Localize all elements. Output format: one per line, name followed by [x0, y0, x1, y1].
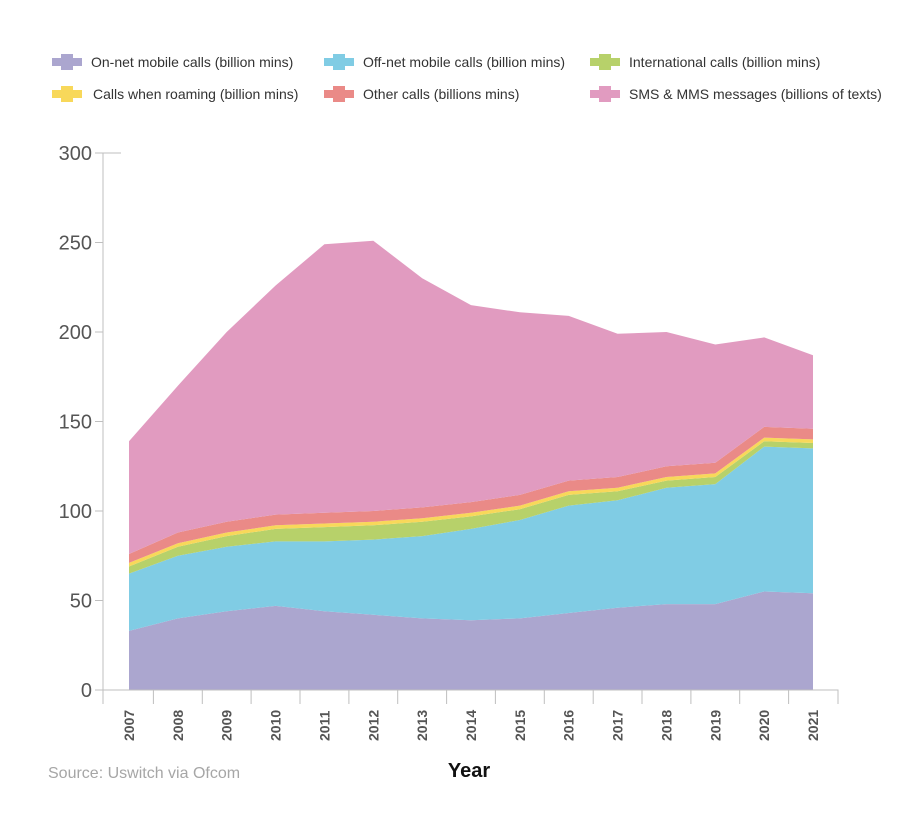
x-tick-label: 2019: [707, 710, 723, 741]
y-tick-label: 150: [59, 412, 92, 434]
legend-label: SMS & MMS messages (billions of texts): [629, 86, 882, 102]
source-note: Source: Uswitch via Ofcom: [48, 765, 240, 782]
area-off-net-mobile-calls-billion-mins: [129, 446, 813, 631]
x-tick-label: 2009: [219, 710, 235, 741]
y-axis-ticks: 0 50 100 150 200 250 300: [59, 143, 103, 702]
legend-item-on-net-mobile-calls-billion-mins: On-net mobile calls (billion mins): [52, 54, 293, 70]
y-tick-label: 50: [70, 591, 92, 613]
x-tick-label: 2020: [756, 710, 772, 741]
x-tick-label: 2017: [610, 710, 626, 741]
area-sms-mms-messages-billions-of-texts: [129, 240, 813, 554]
legend-swatch: [52, 54, 82, 70]
legend-item-other-calls-billions-mins: Other calls (billions mins): [324, 86, 519, 102]
legend-label: Other calls (billions mins): [363, 86, 519, 102]
y-tick-label: 100: [59, 501, 92, 523]
x-tick-label: 2021: [805, 710, 821, 741]
y-tick-label: 0: [81, 680, 92, 702]
plot-areas: [129, 240, 813, 690]
x-tick-label: 2015: [512, 710, 528, 741]
legend-label: On-net mobile calls (billion mins): [91, 54, 293, 70]
x-tick-label: 2018: [658, 710, 674, 741]
legend: On-net mobile calls (billion mins) Off-ne…: [52, 54, 882, 102]
x-tick-label: 2007: [121, 710, 137, 741]
x-tick-label: 2008: [170, 710, 186, 741]
area-on-net-mobile-calls-billion-mins: [129, 591, 813, 690]
legend-swatch: [324, 86, 354, 102]
legend-item-calls-when-roaming-billion-mins: Calls when roaming (billion mins): [52, 86, 298, 102]
x-tick-label: 2010: [268, 710, 284, 741]
legend-swatch: [324, 54, 354, 70]
legend-swatch: [52, 86, 82, 102]
area-international-calls-billion-mins: [129, 441, 813, 574]
x-axis-line: [102, 689, 839, 704]
legend-item-international-calls-billion-mins: International calls (billion mins): [590, 54, 820, 70]
legend-swatch: [590, 86, 620, 102]
legend-label: Off-net mobile calls (billion mins): [363, 54, 565, 70]
y-tick-label: 300: [59, 143, 92, 165]
x-axis-ticks: 2007 2008 2009 2010 2011 2012 2013 2014 2015 2016…: [121, 710, 821, 741]
y-tick-label: 250: [59, 233, 92, 255]
x-tick-label: 2013: [414, 710, 430, 741]
legend-item-sms-mms-messages-billions-of-texts: SMS & MMS messages (billions of texts): [590, 86, 882, 102]
x-tick-label: 2016: [561, 710, 577, 741]
y-axis-line: [102, 152, 121, 690]
x-tick-label: 2012: [365, 710, 381, 741]
y-tick-label: 200: [59, 322, 92, 344]
legend-item-off-net-mobile-calls-billion-mins: Off-net mobile calls (billion mins): [324, 54, 565, 70]
legend-label: Calls when roaming (billion mins): [93, 86, 298, 102]
legend-swatch: [590, 54, 620, 70]
x-tick-label: 2011: [316, 710, 332, 741]
x-tick-label: 2014: [463, 710, 479, 741]
legend-label: International calls (billion mins): [629, 54, 820, 70]
x-axis-label: Year: [448, 760, 490, 782]
